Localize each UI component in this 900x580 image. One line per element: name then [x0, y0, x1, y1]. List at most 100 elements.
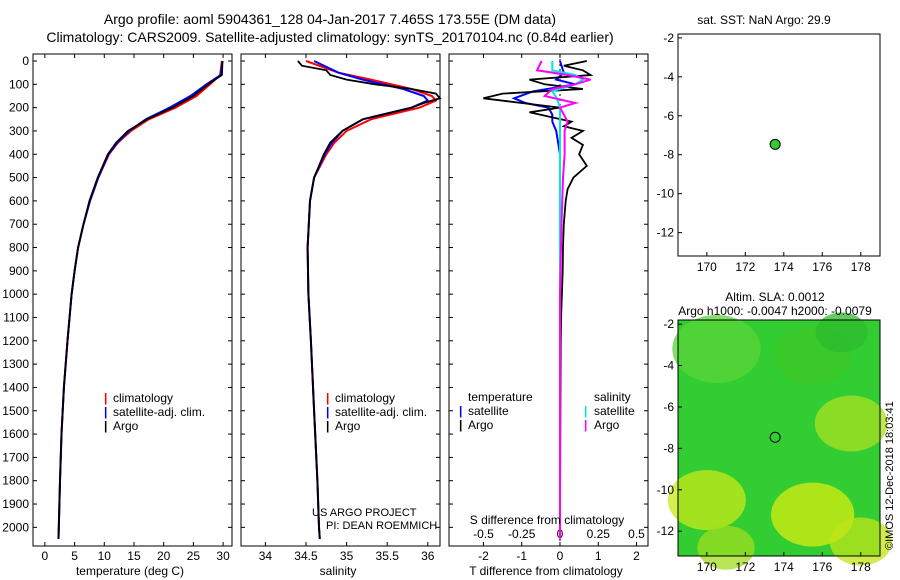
diff-legend-label-s-argo: Argo	[594, 418, 620, 432]
sla-blob	[697, 525, 755, 570]
depth-tick-label-400: 400	[9, 147, 29, 161]
diff-legend-label-t-argo: Argo	[468, 418, 494, 432]
panel-sla-ytick-label: -10	[657, 483, 675, 497]
depth-tick-label-500: 500	[9, 171, 29, 185]
depth-tick-label-0: 0	[22, 54, 29, 68]
diff-xtick-label: 2	[633, 549, 640, 563]
panel-sla-xtick-label: 170	[697, 560, 717, 574]
diff-s-tick-label: 0.25	[587, 527, 611, 541]
sla-blob	[667, 470, 746, 531]
diff-xtick-label: -1	[516, 549, 527, 563]
depth-tick-label-1600: 1600	[2, 427, 29, 441]
figure-title-line2: Climatology: CARS2009. Satellite-adjuste…	[46, 29, 614, 45]
diff-frame	[448, 53, 649, 547]
panel-sst-ytick-label: -6	[663, 109, 674, 123]
depth-tick-label-1800: 1800	[2, 474, 29, 488]
temp-xtick-label: 5	[71, 549, 78, 563]
panel-sst-ytick-label: -12	[657, 226, 675, 240]
sal-xtick-label: 36	[421, 549, 435, 563]
panel-sla-frame	[677, 319, 881, 557]
panel-sst-xtick-label: 176	[812, 260, 832, 274]
diff-series-argo	[483, 60, 594, 539]
panel-sla-ytick-label: -6	[663, 400, 674, 414]
diff-xtick-label: 0	[557, 549, 564, 563]
diff-series-satellite	[511, 60, 576, 539]
temp-legend-label-argo: Argo	[113, 419, 139, 433]
depth-tick-label-1300: 1300	[2, 357, 29, 371]
depth-tick-label-1500: 1500	[2, 404, 29, 418]
sla-map-panel: 170 172 174 176 178 -2 -4 -6 -8 -10 -12	[657, 312, 892, 574]
sla-blob	[814, 395, 888, 452]
panel-sst-ytick-label: -8	[663, 148, 674, 162]
diff-legend: temperature | satellite | Argo salinity …	[459, 390, 635, 432]
depth-tick-label-1700: 1700	[2, 450, 29, 464]
diff-legend-label-t-satellite: satellite	[468, 404, 509, 418]
credit-line1: US ARGO PROJECT	[312, 507, 417, 519]
temp-xlabel: temperature (deg C)	[76, 564, 184, 578]
diff-s-tick-label: -0.25	[508, 527, 536, 541]
diff-s-tick-label: 0.5	[628, 527, 645, 541]
diff-legend-mark-s-satellite: |	[584, 404, 587, 418]
diff-series-sal_argo	[535, 60, 591, 539]
sal-xtick-label: 34.5	[294, 549, 318, 563]
sal-legend: | climatology | satellite-adj. clim. | A…	[326, 391, 427, 433]
panel-sla-ytick-label: -2	[663, 317, 674, 331]
panel-sla-xtick-label: 178	[851, 560, 871, 574]
sal-frame	[240, 53, 441, 547]
panel-sst-frame	[677, 33, 881, 257]
temp-legend-label-climatology: climatology	[113, 391, 173, 405]
sal-xtick-label: 35.5	[376, 549, 400, 563]
credit-line2: PI: DEAN ROEMMICH	[326, 520, 437, 532]
depth-tick-label-600: 600	[9, 194, 29, 208]
panel-sst-xtick-label: 172	[735, 260, 755, 274]
figure-title-line1: Argo profile: aoml 5904361_128 04-Jan-20…	[103, 11, 557, 27]
diff-legend-mark-t-argo: |	[459, 418, 462, 432]
temp-xtick-label: 10	[98, 549, 112, 563]
temp-legend-mark-climatology: |	[104, 391, 107, 405]
sla-title1: Altim. SLA: 0.0012	[725, 290, 825, 304]
panel-sst-ytick-label: -4	[663, 70, 674, 84]
panel-sla-argo-point	[769, 431, 781, 443]
panel-sla-xtick-label: 174	[774, 560, 794, 574]
sal-legend-label-satellite: satellite-adj. clim.	[335, 405, 427, 419]
depth-tick-label-200: 200	[9, 101, 29, 115]
sst-title: sat. SST: NaN Argo: 29.9	[697, 13, 831, 27]
depth-tick-label-1100: 1100	[3, 310, 29, 324]
diff-legend-mark-s-argo: |	[584, 418, 587, 432]
depth-tick-label-1900: 1900	[2, 497, 29, 511]
temp-xtick-label: 20	[157, 549, 171, 563]
diff-legend-mark-t-satellite: |	[459, 404, 462, 418]
temp-xtick-label: 15	[127, 549, 141, 563]
temp-xtick-label: 0	[42, 549, 49, 563]
panel-sla-ytick-label: -4	[663, 359, 674, 373]
depth-tick-label-1000: 1000	[2, 287, 29, 301]
sal-xtick-label: 34	[259, 549, 273, 563]
depth-tick-label-800: 800	[9, 241, 29, 255]
panel-sst-ytick-label: -2	[663, 31, 674, 45]
panel-sla-ytick-label: -8	[663, 441, 674, 455]
temp-legend-mark-argo: |	[104, 419, 107, 433]
sla-blob	[829, 517, 892, 566]
temp-legend-mark-satellite: |	[104, 405, 107, 419]
sal-legend-label-argo: Argo	[335, 419, 361, 433]
sla-blob	[815, 312, 868, 353]
panel-sla-xtick-label: 176	[812, 560, 832, 574]
temp-series-satellite	[57, 60, 224, 540]
diff-s-tick-label: -0.5	[473, 527, 494, 541]
temp-series-climatology	[57, 60, 223, 540]
sst-map-panel: 170 172 174 176 178 -2 -4 -6 -8 -10 -12	[657, 31, 881, 274]
depth-tick-label-100: 100	[9, 77, 29, 91]
panel-sst-xtick-label: 174	[774, 260, 794, 274]
sal-legend-mark-climatology: |	[326, 391, 329, 405]
temp-xtick-label: 30	[216, 549, 230, 563]
temp-legend: | climatology | satellite-adj. clim. | A…	[104, 391, 205, 433]
sla-blob	[672, 314, 761, 383]
diff-legend-temp-title: temperature	[468, 390, 533, 404]
temperature-profile-panel: 0100200300400500600700800900100011001200…	[2, 53, 233, 563]
diff-legend-sal-title: salinity	[594, 390, 631, 404]
diff-s-title: S difference from climatology	[470, 513, 625, 527]
salinity-profile-panel: 34 34.5 35 35.5 36	[240, 53, 442, 563]
panel-sst-xtick-label: 178	[851, 260, 871, 274]
sla-title2: Argo h1000: -0.0047 h2000: -0.0079	[678, 304, 872, 318]
